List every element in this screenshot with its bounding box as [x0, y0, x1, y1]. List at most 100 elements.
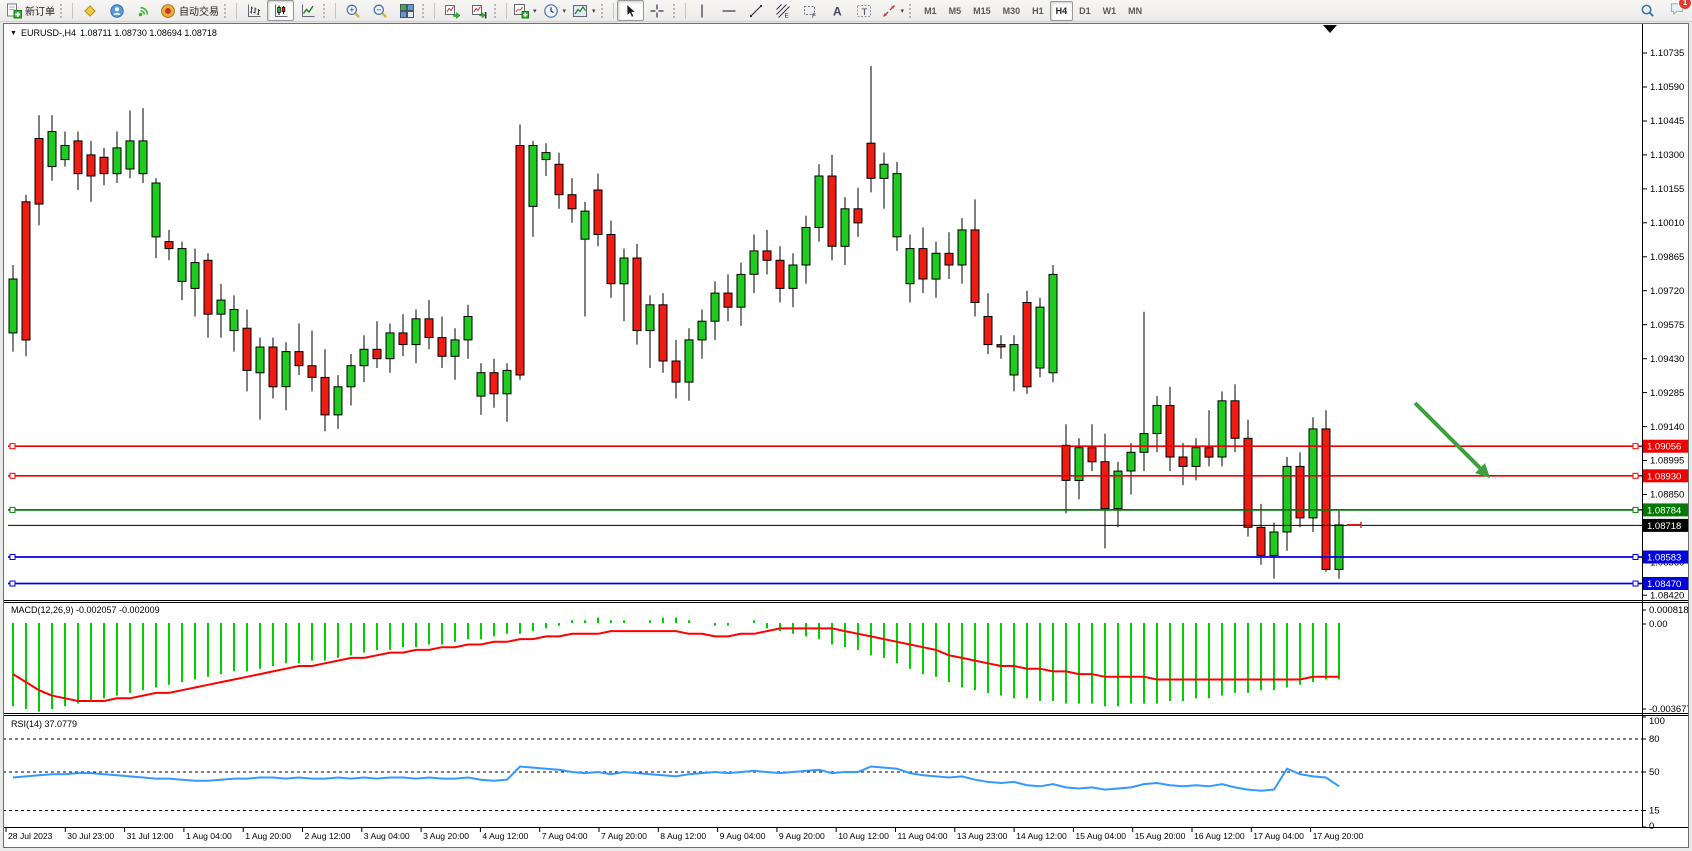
svg-text:1 Aug 04:00: 1 Aug 04:00 [186, 831, 232, 841]
chartshift-icon [471, 3, 487, 19]
svg-text:F: F [812, 13, 816, 19]
signals-icon[interactable] [130, 0, 157, 21]
svg-text:30 Jul 23:00: 30 Jul 23:00 [67, 831, 114, 841]
svg-text:15 Aug 20:00: 15 Aug 20:00 [1135, 831, 1186, 841]
timeframe-toolbar: M1 M5 M15 M30 H1 H4 D1 W1 MN [918, 0, 1148, 21]
svg-text:1.09720: 1.09720 [1650, 286, 1684, 297]
indicators-menu-button[interactable]: ▾ [510, 0, 540, 21]
timeframe-button-w1[interactable]: W1 [1102, 5, 1117, 16]
svg-text:0.000818: 0.000818 [1649, 605, 1689, 616]
zoom-in-button[interactable] [339, 0, 366, 21]
vertical-line-tool[interactable] [689, 0, 716, 21]
toolbar-group-handle[interactable] [60, 3, 66, 18]
new-order-button[interactable]: 新订单 [3, 0, 58, 21]
trendline-tool[interactable] [743, 0, 770, 21]
line-chart-button[interactable] [294, 0, 321, 21]
svg-text:50: 50 [1649, 767, 1660, 778]
autotrading-button[interactable]: 自动交易 [157, 0, 222, 21]
toolbar-group-handle[interactable] [672, 3, 679, 18]
macd-indicator-label: MACD(12,26,9) -0.002057 -0.002009 [11, 605, 160, 615]
svg-text:1.09285: 1.09285 [1650, 388, 1684, 399]
text-tool[interactable]: A [824, 0, 851, 21]
autoscroll-icon [444, 3, 460, 19]
bars-chart-button[interactable] [240, 0, 267, 21]
mql5-market-icon[interactable] [76, 0, 103, 21]
main-toolbar: 新订单 自动交易 ▾ ▾ ▾ E F A T ▾ M1 M5 M15 M30 H1 H4 D1 W1 MN 1 [0, 0, 1692, 22]
toolbar-separator [236, 2, 237, 19]
notification-badge[interactable]: 1 [1678, 0, 1692, 10]
svg-text:2 Aug 12:00: 2 Aug 12:00 [305, 831, 351, 841]
timeframe-button-mn[interactable]: MN [1128, 5, 1143, 16]
vline-icon [694, 3, 710, 19]
svg-text:16 Aug 12:00: 16 Aug 12:00 [1194, 831, 1245, 841]
toolbar-group-handle[interactable] [600, 3, 607, 18]
cursor-button[interactable] [616, 0, 644, 21]
timeframe-button-h1[interactable]: H1 [1032, 5, 1044, 16]
channel-tool[interactable]: F [797, 0, 824, 21]
svg-text:28 Jul 2023: 28 Jul 2023 [8, 831, 53, 841]
horizontal-line-tool[interactable] [716, 0, 743, 21]
hline-1.08718[interactable]: 1.08718 [8, 518, 1689, 532]
timeframe-button-m30[interactable]: M30 [1002, 5, 1021, 16]
svg-text:1.10010: 1.10010 [1650, 218, 1684, 229]
hline-1.08583[interactable]: 1.08583 [8, 550, 1689, 564]
arrows-tool[interactable]: ▾ [878, 0, 908, 21]
toolbar-separator [612, 2, 614, 19]
hline-1.08930[interactable]: 1.08930 [8, 469, 1689, 483]
auto-scroll-button[interactable] [438, 0, 465, 21]
pane-separators[interactable] [3, 600, 1689, 828]
timeframe-button-d1[interactable]: D1 [1079, 5, 1091, 16]
svg-text:1.10445: 1.10445 [1650, 116, 1684, 127]
svg-text:14 Aug 12:00: 14 Aug 12:00 [1016, 831, 1067, 841]
svg-text:7 Aug 20:00: 7 Aug 20:00 [601, 831, 647, 841]
toolbar-group-handle[interactable] [494, 3, 500, 18]
svg-text:1.08470: 1.08470 [1647, 579, 1681, 590]
chart-shift-button[interactable] [465, 0, 492, 21]
search-icon[interactable] [1634, 0, 1661, 21]
arrow-drawing[interactable] [1413, 401, 1490, 478]
hline-1.09056[interactable]: 1.09056 [8, 439, 1689, 453]
label-tool[interactable]: T [851, 0, 878, 21]
svg-text:17 Aug 20:00: 17 Aug 20:00 [1313, 831, 1364, 841]
crosshair-button[interactable] [644, 0, 671, 21]
candles [8, 65, 1344, 579]
zoom-out-button[interactable] [366, 0, 393, 21]
toolbar-group-handle[interactable] [422, 3, 428, 18]
hline-1.08470[interactable]: 1.08470 [8, 577, 1689, 590]
periods-menu-button[interactable]: ▾ [540, 0, 570, 21]
toolbar-group-handle[interactable] [224, 3, 230, 18]
chevron-down-icon: ▾ [592, 7, 596, 15]
svg-text:10 Aug 12:00: 10 Aug 12:00 [838, 831, 889, 841]
timeframe-button-h4[interactable]: H4 [1049, 0, 1074, 21]
templates-menu-button[interactable]: ▾ [569, 0, 599, 21]
chevron-down-icon: ▾ [900, 7, 905, 15]
timeframe-button-m5[interactable]: M5 [948, 5, 962, 16]
fibonacci-tool[interactable]: E [770, 0, 797, 21]
channel-icon: F [802, 3, 818, 19]
chat-icon[interactable]: 1 [1669, 0, 1692, 21]
rsi-indicator-label: RSI(14) 37.0779 [11, 719, 78, 729]
chart-window[interactable]: 1.10735 1.10590 1.10445 1.10300 1.10155 1.100… [3, 23, 1689, 848]
hline-1.08784[interactable]: 1.08784 [8, 503, 1689, 517]
chart-shift-marker[interactable] [1323, 25, 1337, 33]
textA-icon: A [829, 3, 845, 19]
timeframe-button-m15[interactable]: M15 [973, 5, 991, 16]
rsi-pane: 100 80 50 15 0 [3, 716, 1665, 832]
svg-text:1.10590: 1.10590 [1650, 82, 1684, 93]
linechart-icon [300, 3, 316, 19]
candles-chart-button[interactable] [267, 0, 294, 21]
symbol-dropdown-icon[interactable]: ▼ [10, 29, 17, 37]
timeframe-button-m1[interactable]: M1 [924, 5, 937, 16]
tile-windows-button[interactable] [393, 0, 420, 21]
svg-text:15 Aug 04:00: 15 Aug 04:00 [1075, 831, 1126, 841]
svg-text:T: T [862, 6, 868, 17]
svg-text:1 Aug 20:00: 1 Aug 20:00 [245, 831, 291, 841]
svg-text:4 Aug 12:00: 4 Aug 12:00 [482, 831, 528, 841]
svg-text:3 Aug 04:00: 3 Aug 04:00 [364, 831, 410, 841]
svg-text:1.08784: 1.08784 [1647, 505, 1681, 516]
community-icon[interactable] [103, 0, 130, 21]
rsi-line [12, 765, 1340, 792]
toolbar-group-handle[interactable] [323, 3, 329, 18]
toolbar-group-handle[interactable] [909, 3, 915, 18]
svg-text:1.10300: 1.10300 [1650, 150, 1684, 161]
